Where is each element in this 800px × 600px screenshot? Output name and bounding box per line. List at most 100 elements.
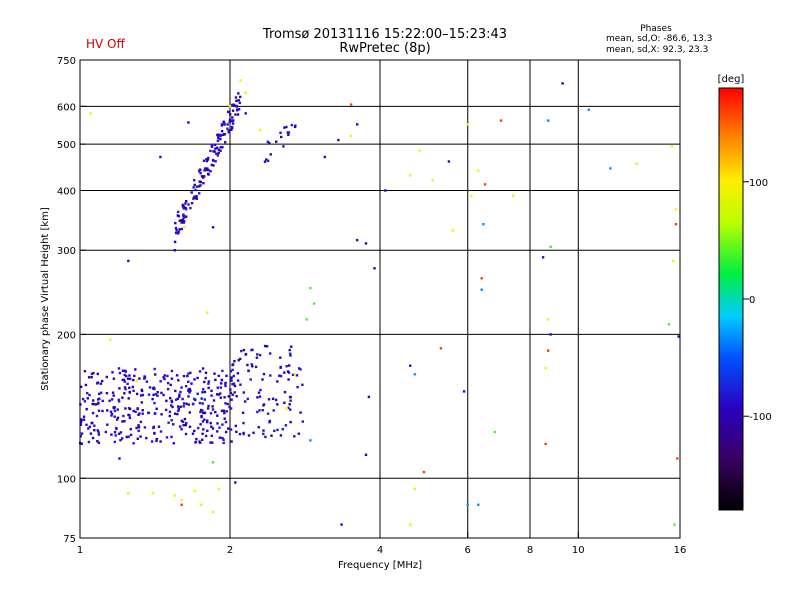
data-point — [224, 430, 228, 434]
data-point — [170, 419, 173, 422]
data-point — [202, 411, 205, 415]
data-point — [180, 227, 183, 231]
data-point — [118, 457, 121, 460]
data-point — [234, 96, 238, 99]
data-point — [176, 397, 179, 400]
data-point — [289, 408, 292, 411]
data-point — [276, 380, 279, 383]
data-point — [266, 140, 269, 143]
data-point — [256, 396, 259, 399]
data-point — [244, 352, 248, 356]
phase-colorbar: [deg] 100 0 -100 — [718, 74, 772, 511]
data-point — [541, 256, 545, 259]
data-point — [90, 372, 94, 376]
data-point — [209, 421, 212, 425]
data-point — [118, 371, 122, 375]
data-point — [207, 168, 210, 172]
x-tick-label: 10 — [572, 545, 585, 556]
data-point — [180, 503, 183, 506]
data-point — [211, 441, 214, 444]
data-point — [121, 437, 124, 440]
data-point — [205, 168, 209, 172]
data-point — [128, 386, 131, 389]
data-point — [88, 393, 91, 397]
data-point — [139, 420, 142, 424]
data-point — [226, 123, 229, 126]
data-point — [235, 99, 238, 103]
data-point — [185, 215, 188, 218]
data-point — [301, 420, 304, 423]
data-point — [125, 374, 128, 378]
data-point — [132, 389, 135, 392]
data-point — [279, 131, 282, 134]
data-point — [137, 413, 140, 416]
data-point — [290, 345, 293, 348]
data-point — [98, 392, 101, 396]
data-point — [137, 425, 140, 429]
data-point — [189, 371, 192, 374]
data-point — [206, 407, 210, 410]
data-point — [301, 383, 304, 386]
data-point — [227, 131, 231, 134]
data-point — [138, 377, 141, 380]
data-point — [127, 259, 130, 263]
hv-status-label: HV Off — [86, 37, 125, 51]
data-point — [206, 167, 209, 170]
data-point — [113, 406, 116, 409]
data-point — [159, 430, 163, 433]
data-point — [230, 376, 233, 379]
data-point — [677, 335, 680, 338]
data-point — [117, 367, 121, 370]
data-point — [116, 408, 119, 411]
data-point — [166, 374, 169, 378]
data-point — [289, 420, 292, 424]
data-point — [207, 380, 211, 383]
data-point — [674, 208, 678, 211]
data-point — [89, 432, 93, 435]
data-point — [165, 436, 169, 439]
data-point — [239, 357, 242, 361]
data-point — [169, 383, 172, 387]
colorbar-tick-label: 100 — [749, 178, 768, 189]
data-point — [266, 412, 270, 415]
phases-stats-x-mode: mean, sd,X: 92.3, 23.3 — [606, 45, 709, 55]
data-point — [312, 302, 316, 305]
data-point — [262, 429, 265, 432]
data-point — [249, 378, 252, 381]
data-point — [110, 433, 113, 436]
data-point — [195, 185, 198, 188]
data-point — [207, 404, 210, 408]
data-point — [238, 101, 241, 105]
chart-subtitle: RwPretec (8p) — [339, 41, 431, 56]
data-point — [213, 143, 217, 146]
data-point — [85, 423, 88, 426]
data-point — [123, 386, 127, 389]
data-point — [160, 413, 163, 416]
data-point — [674, 223, 678, 226]
data-point — [216, 154, 219, 157]
data-point — [81, 397, 85, 401]
data-point — [184, 423, 187, 427]
data-point — [549, 333, 552, 336]
data-point — [187, 395, 190, 398]
data-point — [246, 397, 249, 401]
data-point — [231, 116, 234, 119]
data-point — [133, 374, 136, 378]
data-point — [177, 232, 180, 235]
data-point — [229, 370, 232, 373]
data-point — [151, 397, 154, 401]
data-point — [201, 432, 204, 435]
data-point — [234, 481, 237, 484]
data-point — [189, 389, 192, 392]
data-point — [217, 148, 220, 151]
data-point — [157, 425, 161, 428]
y-tick-label: 200 — [57, 330, 76, 341]
data-point — [186, 374, 189, 378]
data-point — [214, 378, 217, 382]
data-point — [229, 407, 233, 410]
data-point — [82, 418, 86, 421]
data-point — [180, 419, 183, 422]
data-point — [173, 494, 176, 497]
data-point — [145, 380, 149, 383]
data-point — [231, 119, 234, 123]
